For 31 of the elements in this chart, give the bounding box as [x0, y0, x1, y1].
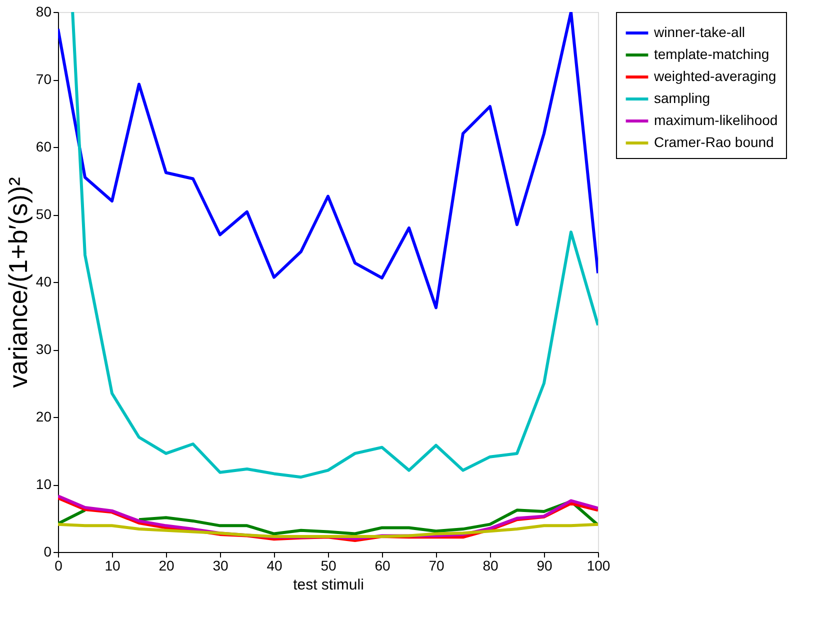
x-tick-label: 20 [158, 558, 174, 574]
x-tick-label: 80 [482, 558, 498, 574]
y-tick-label: 30 [36, 341, 52, 357]
x-tick-label: 40 [266, 558, 282, 574]
x-axis-title: test stimuli [293, 576, 364, 594]
y-tick-label: 10 [36, 476, 52, 492]
y-tick-label: 0 [44, 544, 52, 560]
x-tick-label: 70 [428, 558, 444, 574]
line-series [58, 12, 598, 310]
x-tick-label: 30 [212, 558, 228, 574]
x-tick-label: 50 [320, 558, 336, 574]
legend-label: Cramer-Rao bound [654, 134, 774, 150]
x-tick-label: 10 [104, 558, 120, 574]
line-series [71, 12, 598, 479]
x-tick-label: 0 [54, 558, 63, 574]
legend-label: maximum-likelihood [654, 112, 778, 128]
y-tick-label: 80 [36, 4, 52, 20]
y-tick-label: 60 [36, 138, 52, 154]
legend-label: template-matching [654, 46, 770, 62]
legend-label: weighted-averaging [653, 68, 776, 84]
line-series [58, 522, 598, 538]
y-tick-label: 40 [36, 274, 52, 290]
x-tick-label: 90 [536, 558, 552, 574]
y-axis-title: variance/(1+b′(s))² [2, 176, 33, 388]
y-tick-label: 70 [36, 71, 52, 87]
y-tick-label: 50 [36, 206, 52, 222]
x-tick-label: 100 [586, 558, 610, 574]
legend-label: winner-take-all [653, 24, 746, 40]
x-tick-label: 60 [374, 558, 390, 574]
y-tick-label: 20 [36, 408, 52, 424]
legend-label: sampling [654, 90, 710, 106]
